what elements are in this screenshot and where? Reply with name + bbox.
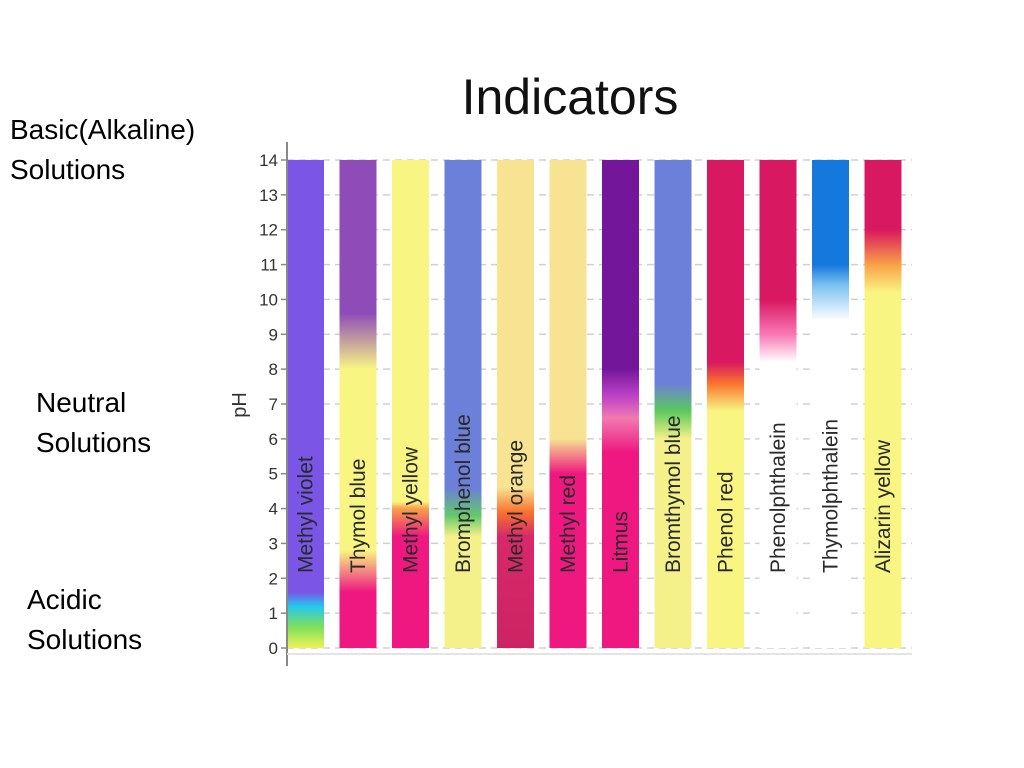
indicator-bar <box>812 160 849 648</box>
indicator-label: Litmus <box>610 511 633 573</box>
y-tick-label: 13 <box>259 186 278 205</box>
y-tick-label: 7 <box>269 395 278 414</box>
bars: Methyl violet Thymol blue Methyl yellow Bro… <box>287 160 902 648</box>
chart-title: Indicators <box>462 69 679 125</box>
y-tick-label: 11 <box>260 256 278 275</box>
indicator-bar <box>287 160 324 648</box>
indicator-label: Thymol blue <box>347 459 370 573</box>
indicator-bar <box>654 160 692 648</box>
y-tick-label: 5 <box>269 465 278 484</box>
indicator-label: Phenol red <box>715 471 738 573</box>
indicator-bar <box>759 160 797 648</box>
y-tick-label: 14 <box>259 151 278 170</box>
indicator-label: Alizarin yellow <box>872 439 895 573</box>
acidic-label-line2: Solutions <box>27 624 143 655</box>
indicator-bar <box>339 160 377 648</box>
y-tick-label: 1 <box>269 604 278 623</box>
basic-solutions-label: Basic(Alkaline) Solutions <box>10 110 195 190</box>
neutral-label-line1: Neutral <box>36 387 127 418</box>
grid-lines <box>287 159 912 649</box>
indicator-bar <box>497 160 534 648</box>
y-tick-label: 6 <box>269 430 278 449</box>
y-tick-label: 0 <box>269 639 278 658</box>
y-tick-label: 2 <box>269 569 278 588</box>
indicator-bar <box>444 160 482 648</box>
indicator-bar <box>864 160 902 648</box>
indicator-label: Methyl yellow <box>400 446 423 573</box>
indicator-label: Bromphenol blue <box>452 414 475 573</box>
acidic-label-line1: Acidic <box>27 584 102 615</box>
y-tick-label: 4 <box>269 500 278 519</box>
neutral-solutions-label: Neutral Solutions <box>36 383 151 463</box>
basic-label-line1: Basic(Alkaline) <box>10 114 196 145</box>
indicator-bar <box>392 160 429 648</box>
indicator-bar <box>707 160 744 648</box>
acidic-solutions-label: Acidic Solutions <box>27 580 142 660</box>
y-tick-label: 12 <box>259 221 278 240</box>
indicator-label: Methyl violet <box>295 456 318 573</box>
indicator-label: Bromthymol blue <box>662 415 685 573</box>
indicator-label: Thymolphthalein <box>820 419 843 573</box>
y-tick-label: 3 <box>269 534 278 553</box>
indicator-label: Methyl red <box>557 475 580 573</box>
y-tick-label: 8 <box>269 360 278 379</box>
indicator-bar <box>602 160 639 648</box>
indicator-label: Methyl orange <box>505 440 528 573</box>
neutral-label-line2: Solutions <box>36 427 152 458</box>
basic-label-line2: Solutions <box>10 154 126 185</box>
indicator-label: Phenolphthalein <box>767 422 790 573</box>
y-tick-label: 9 <box>269 325 278 344</box>
indicator-bar <box>549 160 587 648</box>
y-tick-label: 10 <box>259 290 278 309</box>
y-axis-label: pH <box>229 392 251 418</box>
